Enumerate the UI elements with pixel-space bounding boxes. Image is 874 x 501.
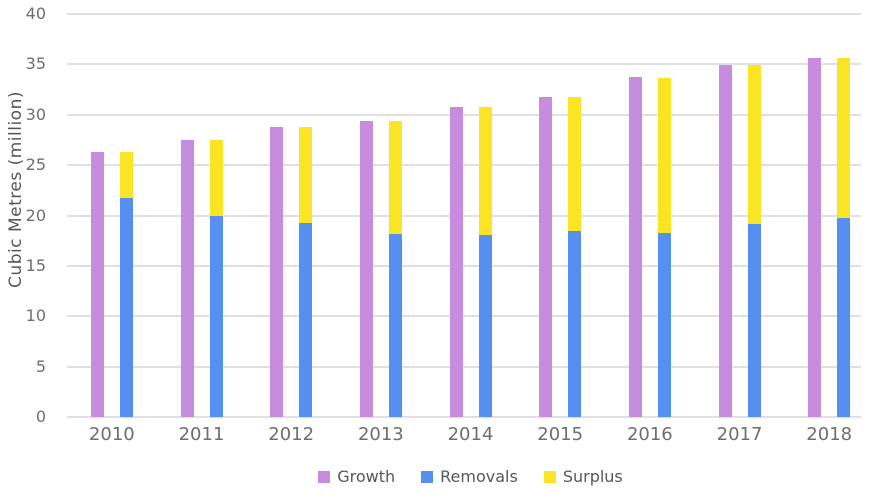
segment-removals-2016 — [657, 232, 671, 417]
x-axis-label-2011: 2011 — [178, 424, 225, 445]
bar-growth-2015 — [539, 96, 553, 417]
segment-removals-2017 — [747, 223, 761, 417]
legend-item-growth: Growth — [318, 467, 395, 486]
bar-growth-2016 — [628, 77, 642, 417]
bar-stack-2011 — [209, 14, 223, 417]
bar-stack-2018 — [837, 14, 851, 417]
legend-item-removals: Removals — [421, 467, 518, 486]
bar-group-2011 — [157, 14, 247, 417]
segment-surplus-2014 — [478, 106, 492, 235]
gridline-0 — [67, 416, 861, 418]
y-tick-label-10: 10 — [25, 306, 46, 326]
legend-swatch-surplus — [543, 470, 556, 483]
gridline-40 — [67, 13, 861, 15]
segment-surplus-2011 — [209, 139, 223, 216]
bar-stack-2016 — [657, 14, 671, 417]
bar-stack-2017 — [747, 14, 761, 417]
segment-removals-2011 — [209, 215, 223, 417]
bar-growth-2010 — [90, 152, 104, 417]
segment-removals-2010 — [119, 198, 133, 417]
gridline-30 — [67, 113, 861, 116]
y-tick-label-40: 40 — [25, 4, 46, 23]
bar-group-2016 — [605, 14, 695, 417]
segment-surplus-2016 — [657, 77, 671, 233]
y-tick-label-20: 20 — [25, 205, 46, 225]
x-axis-label-2010: 2010 — [88, 424, 135, 445]
bar-group-2014 — [426, 14, 516, 417]
y-tick-label-15: 15 — [25, 255, 46, 275]
y-tick-label-25: 25 — [25, 155, 46, 175]
y-axis-ticks: 0 5 10 15 20 25 30 35 40 — [0, 5, 58, 426]
legend-item-surplus: Surplus — [543, 467, 623, 486]
segment-surplus-2017 — [747, 65, 761, 224]
plot-area — [67, 13, 874, 418]
y-tick-label-5: 5 — [35, 356, 46, 376]
segment-surplus-2010 — [119, 152, 133, 199]
bar-stack-2012 — [299, 14, 313, 417]
legend-swatch-growth — [318, 470, 331, 483]
bar-group-2012 — [246, 14, 336, 417]
x-axis-label-2016: 2016 — [626, 424, 673, 445]
gridline-25 — [67, 164, 861, 167]
segment-removals-2013 — [388, 233, 402, 417]
y-tick-label-35: 35 — [25, 54, 46, 74]
x-axis-label-2013: 2013 — [357, 424, 404, 445]
x-axis-label-2018: 2018 — [806, 424, 853, 445]
bar-stack-2015 — [568, 14, 582, 417]
x-axis-label-2012: 2012 — [268, 424, 315, 445]
gridline-5 — [67, 365, 861, 368]
gridline-35 — [67, 63, 861, 66]
legend-label-removals: Removals — [440, 467, 518, 486]
y-tick-label-0: 0 — [35, 407, 46, 426]
bar-group-2017 — [695, 14, 785, 417]
segment-removals-2015 — [568, 230, 582, 417]
bar-growth-2017 — [718, 65, 732, 417]
x-axis-label-2015: 2015 — [537, 424, 584, 445]
legend-label-surplus: Surplus — [562, 467, 623, 486]
segment-surplus-2018 — [837, 58, 851, 218]
segment-surplus-2012 — [299, 126, 313, 223]
x-axis-labels: 2010 2011 2012 2013 2014 2015 2016 2017 2018 — [67, 424, 874, 445]
segment-surplus-2013 — [388, 120, 402, 234]
legend: Growth Removals Surplus — [67, 467, 874, 486]
bar-growth-2012 — [270, 126, 284, 417]
bar-growth-2018 — [808, 58, 822, 417]
segment-removals-2018 — [837, 217, 851, 417]
segment-surplus-2015 — [568, 96, 582, 231]
bar-groups — [67, 14, 874, 417]
y-tick-label-30: 30 — [25, 104, 46, 124]
bar-group-2015 — [515, 14, 605, 417]
bar-group-2010 — [67, 14, 157, 417]
legend-swatch-removals — [421, 470, 434, 483]
bar-stack-2013 — [388, 14, 402, 417]
bar-stack-2010 — [119, 14, 133, 417]
segment-removals-2014 — [478, 234, 492, 417]
bar-growth-2013 — [359, 120, 373, 417]
x-axis-label-2017: 2017 — [716, 424, 763, 445]
gridline-15 — [67, 264, 861, 267]
gridline-20 — [67, 214, 861, 217]
bar-stack-2014 — [478, 14, 492, 417]
bar-growth-2014 — [449, 106, 463, 417]
x-axis-label-2014: 2014 — [447, 424, 494, 445]
segment-removals-2012 — [299, 222, 313, 417]
legend-label-growth: Growth — [337, 467, 396, 486]
bar-group-2013 — [336, 14, 426, 417]
bar-group-2018 — [784, 14, 874, 417]
gridline-10 — [67, 315, 861, 318]
bar-growth-2011 — [180, 139, 194, 417]
